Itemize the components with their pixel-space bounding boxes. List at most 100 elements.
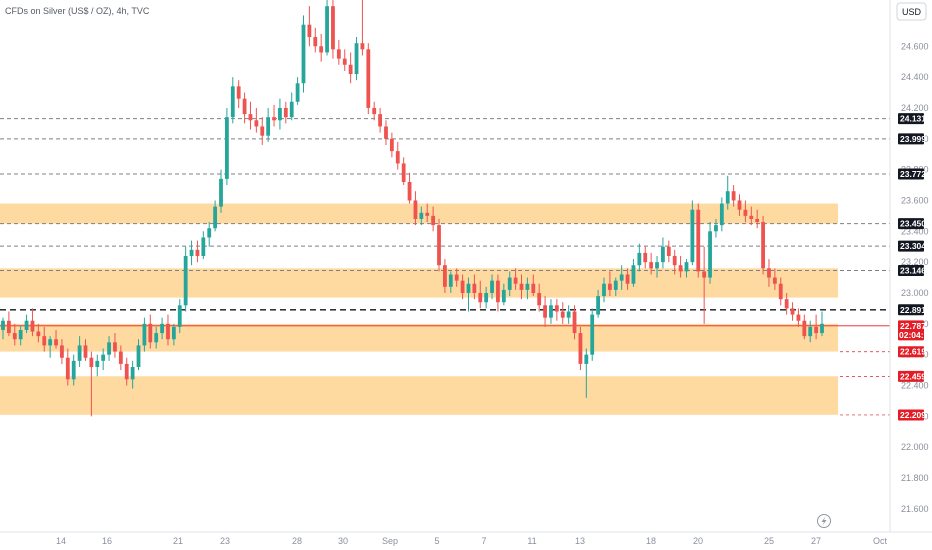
time-tick-label: 5 <box>434 536 439 546</box>
level-tag-text: 22.209 <box>900 410 926 420</box>
candle-body <box>678 265 683 272</box>
lightning-icon[interactable] <box>817 514 831 528</box>
candle-body <box>336 49 341 59</box>
candle-body <box>519 283 524 290</box>
price-tick-label: 24.400 <box>901 72 929 82</box>
candle-body <box>478 292 483 303</box>
candle-body <box>18 329 23 340</box>
candle-body <box>566 311 571 318</box>
price-tick-label: 21.800 <box>901 473 929 483</box>
currency-button[interactable]: USD <box>896 2 927 21</box>
price-tick-label: 21.600 <box>901 504 929 514</box>
candle-body <box>796 314 801 321</box>
time-tick-label: 11 <box>527 536 536 546</box>
candlestick-series <box>1 0 824 417</box>
candle-body <box>1 320 5 330</box>
candle-body <box>12 333 17 340</box>
candle-body <box>619 274 624 281</box>
level-tag-22.787 <box>898 320 924 341</box>
candle-body <box>649 262 654 269</box>
time-tick-label: 16 <box>102 536 112 546</box>
candle-body <box>507 277 512 290</box>
candle-body <box>83 345 88 358</box>
candle-body <box>690 209 695 263</box>
candle-body <box>360 43 365 50</box>
candle-body <box>301 24 306 84</box>
candle-body <box>60 345 64 358</box>
candle-body <box>348 64 353 75</box>
price-tick-label: 23.400 <box>901 226 929 236</box>
candle-body <box>413 200 418 219</box>
candle-body <box>725 191 730 204</box>
candle-body <box>118 351 123 364</box>
time-tick-label: 20 <box>693 536 703 546</box>
candle-body <box>425 212 430 216</box>
candle-body <box>443 265 447 287</box>
candle-body <box>154 333 159 343</box>
candle-body <box>549 305 553 318</box>
candle-body <box>107 342 111 355</box>
candle-body <box>372 107 377 115</box>
candle-body <box>749 215 754 219</box>
candle-body <box>42 336 47 346</box>
price-level-tags: 24.131 23.999 23.772 23.450 23.304 23.146 22.8… <box>898 113 932 421</box>
candle-body <box>183 255 188 306</box>
candle-body <box>590 314 595 355</box>
candle-body <box>431 215 436 226</box>
candle-body <box>490 280 494 293</box>
candle-body <box>136 345 141 368</box>
level-tag-text: 22.619 <box>900 347 926 357</box>
candle-body <box>525 283 530 290</box>
candle-body <box>224 117 229 179</box>
price-tick-label: 22.400 <box>901 381 929 391</box>
candle-body <box>602 283 606 297</box>
candle-body <box>554 305 559 312</box>
candle-body <box>755 218 760 223</box>
candle-body <box>313 37 318 47</box>
time-tick-label: 13 <box>575 536 585 546</box>
symbol-title: CFDs on Silver (US$ / OZ), 4h, TVC <box>5 6 150 16</box>
time-axis[interactable]: 14 16 21 23 28 30 Sep 5 7 11 13 18 20 25 27 Oct <box>56 536 888 546</box>
candle-body <box>454 274 459 281</box>
time-tick-label: 28 <box>292 536 302 546</box>
candle-body <box>272 117 276 121</box>
candle-body <box>537 292 542 306</box>
time-tick-label: 7 <box>481 536 486 546</box>
candle-body <box>331 6 335 50</box>
candle-body <box>30 320 35 332</box>
candle-body <box>820 323 824 334</box>
candle-body <box>560 311 565 318</box>
candle-body <box>142 323 147 346</box>
candle-body <box>437 225 441 266</box>
candle-body <box>283 107 288 118</box>
candle-body <box>171 326 176 340</box>
candle-body <box>366 49 371 108</box>
candle-body <box>189 249 194 256</box>
candle-body <box>319 46 324 53</box>
candle-body <box>496 280 500 303</box>
price-tick-label: 23.200 <box>901 257 929 267</box>
level-tag-22.459 <box>898 370 924 382</box>
level-tag-text: 24.131 <box>900 114 926 124</box>
currency-label: USD <box>902 7 922 17</box>
candle-body <box>77 345 82 361</box>
candle-body <box>342 58 347 65</box>
level-tag-text: 23.772 <box>900 169 926 179</box>
candle-body <box>808 326 813 337</box>
level-tag-23.146 <box>898 264 924 276</box>
candle-body <box>584 354 589 364</box>
candle-body <box>802 320 807 337</box>
candle-body <box>101 354 106 361</box>
level-tag-text: 23.999 <box>900 134 926 144</box>
level-tag-22.891 <box>898 304 924 316</box>
candle-body <box>236 86 241 99</box>
candle-body <box>160 323 164 334</box>
candle-body <box>719 203 724 226</box>
candle-body <box>696 209 701 272</box>
candle-body <box>148 323 153 343</box>
candle-body <box>113 342 117 352</box>
candle-body <box>631 265 636 284</box>
price-tick-label: 24.600 <box>901 41 929 51</box>
candle-body <box>466 283 471 293</box>
